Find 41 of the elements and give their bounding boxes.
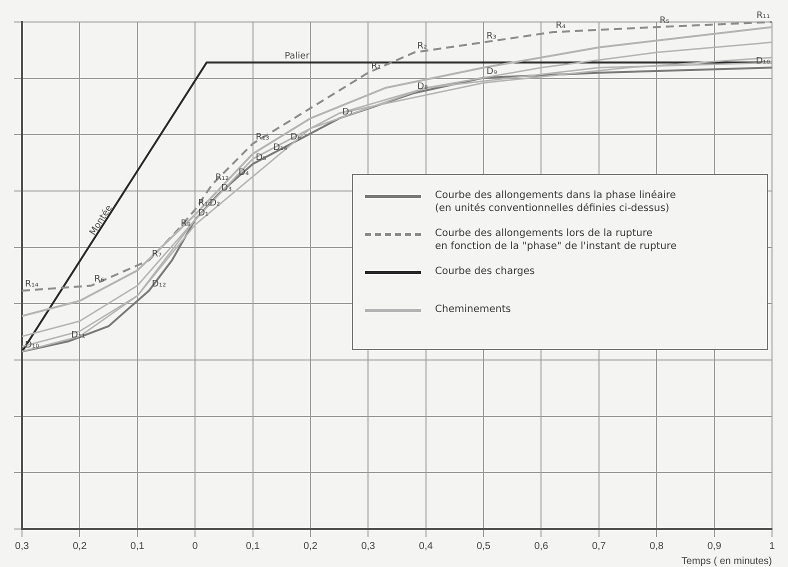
legend-label: Courbe des allongements dans la phase linéaire (en unités conventionnelles définies ci-dessus) xyxy=(435,189,676,216)
x-axis-title: Temps ( en minutes) xyxy=(681,556,772,567)
annotation: R₁ xyxy=(371,62,382,72)
annotation: R₁₃ xyxy=(256,132,270,143)
legend-label: Courbe des charges xyxy=(435,265,535,278)
annotation: R₇ xyxy=(152,249,162,260)
annotation: R₁₂ xyxy=(215,173,230,184)
x-tick-label: 0,1 xyxy=(246,540,260,552)
annotation: D₉ xyxy=(486,66,498,77)
legend-label: Cheminements xyxy=(435,303,511,316)
x-tick-label: 0,7 xyxy=(592,540,606,552)
x-tick-label: 0 xyxy=(192,540,198,552)
annotation: D₁ xyxy=(198,208,210,219)
x-tick-label: 0,4 xyxy=(418,540,434,552)
annotation: R₈ xyxy=(180,218,192,229)
x-tick-label: 0,6 xyxy=(534,540,549,552)
x-tick-label: 0,9 xyxy=(707,540,722,552)
annotation: R₁₄ xyxy=(25,280,39,290)
annotation: D₂ xyxy=(210,198,221,209)
x-tick-label: 0,2 xyxy=(304,540,318,552)
x-tick-label: 0,8 xyxy=(650,540,664,552)
annotation: R₆ xyxy=(94,274,104,285)
annotation: D₆ xyxy=(290,132,302,143)
annotation: D₈ xyxy=(417,82,428,92)
x-tick-label: 0,2 xyxy=(72,540,88,552)
annotation: D₃ xyxy=(221,183,232,194)
annotation: R₃ xyxy=(486,31,497,42)
legend-label: Courbe des allongements lors de la rupture en fonction de la "phase" de l'instant de rupture xyxy=(435,227,677,254)
annotation: R₅ xyxy=(660,16,670,26)
annotation: D₁₀ xyxy=(25,340,40,351)
x-tick-label: 1 xyxy=(769,540,776,552)
x-tick-label: 0,5 xyxy=(476,540,491,552)
annotation: R₂ xyxy=(417,41,428,52)
annotation: R₄ xyxy=(556,21,566,32)
x-tick-label: 0,3 xyxy=(15,540,30,552)
annotation: Palier xyxy=(284,52,310,62)
annotation: R₁₁ xyxy=(756,11,770,21)
annotation: D₁₁ xyxy=(71,330,86,340)
x-tick-label: 0,3 xyxy=(361,540,376,552)
x-tick-label: 0,1 xyxy=(130,540,145,552)
annotation: D₇ xyxy=(342,107,354,118)
